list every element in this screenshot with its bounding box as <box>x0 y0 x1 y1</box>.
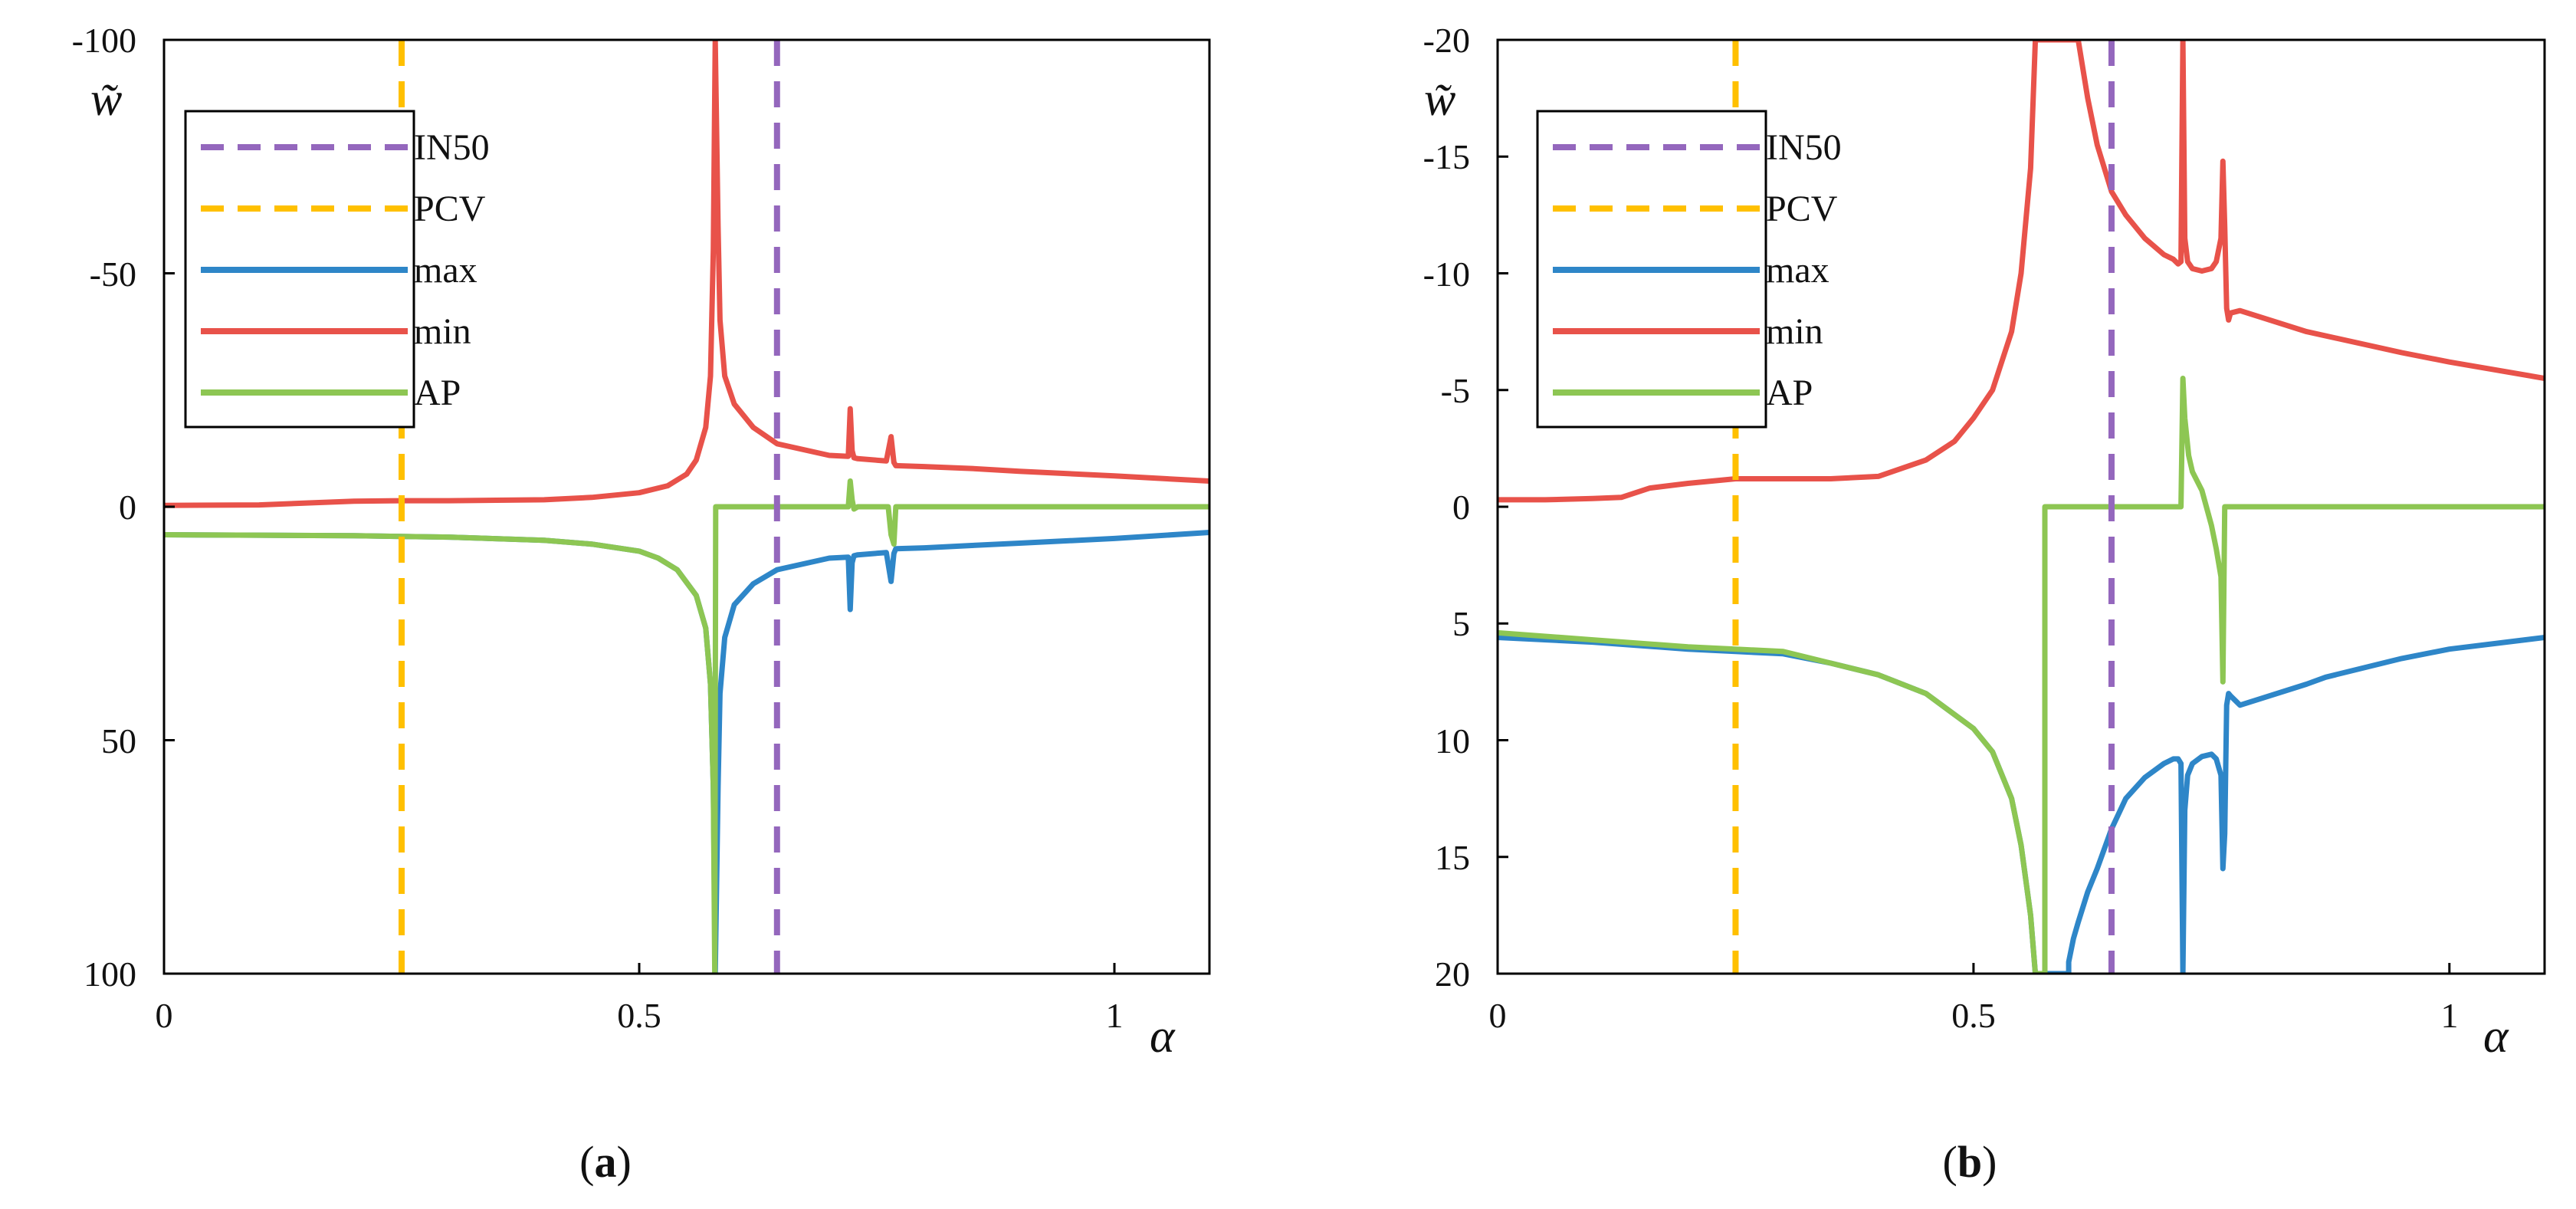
panel-a-y-tick-label: 50 <box>101 721 136 761</box>
panel-b-series-group <box>1498 40 2545 974</box>
panel-a-y-ticks: -100 -50 0 50 100 <box>72 21 136 994</box>
panel-b-x-axis-label: α <box>2483 1010 2509 1063</box>
panel-a-y-tick-label: -50 <box>90 255 136 294</box>
panel-b-legend-label-min: min <box>1766 311 1823 352</box>
panel-a-x-ticks: 0 0.5 1 <box>156 996 1124 1035</box>
panel-b-x-ticks: 0 0.5 1 <box>1489 996 2459 1035</box>
panel-a-series-max-line <box>164 530 1209 974</box>
panel-a-y-tick-label: -100 <box>72 21 136 60</box>
panel-b-legend-label-ap: AP <box>1766 373 1813 413</box>
panel-b-y-tick-label: -5 <box>1441 371 1470 410</box>
panel-a-y-axis-label: w̃ <box>90 74 122 126</box>
panel-b-y-tick-label: -20 <box>1423 21 1470 60</box>
panel-b-legend-label-max: max <box>1766 250 1829 291</box>
panel-b-series-layer <box>1498 40 2545 974</box>
panel-b-y-tick-label: 10 <box>1435 721 1470 761</box>
chart-panel-a: IN50 PCV max min AP -100 -50 0 50 100 0 … <box>72 21 1211 1187</box>
panel-b-series-ap-line <box>1498 376 2545 974</box>
panel-a-x-tick-label: 0.5 <box>617 996 661 1035</box>
panel-a-y-tick-label: 0 <box>119 488 136 527</box>
panel-b-y-tick-label: -15 <box>1423 137 1470 176</box>
panel-b-y-tick-label: 20 <box>1435 954 1470 994</box>
panel-a-x-tick-label: 0 <box>156 996 173 1035</box>
panel-b-y-tick-label: 5 <box>1452 604 1470 643</box>
panel-a-legend-label-pcv: PCV <box>414 189 486 229</box>
panel-b-y-axis-label: w̃ <box>1424 74 1455 126</box>
panel-b-series-min-line <box>1498 40 2545 503</box>
panel-a-caption: (a) <box>579 1137 632 1187</box>
panel-a-x-axis-label: α <box>1150 1010 1176 1063</box>
panel-a-series-group <box>164 40 1209 974</box>
panel-a-legend-label-min: min <box>414 311 471 352</box>
panel-a-x-tick-label: 1 <box>1106 996 1124 1035</box>
panel-a-series-min-line <box>164 40 1209 508</box>
panel-b-legend-label-in50: IN50 <box>1766 127 1842 168</box>
panel-a-tick-marks <box>162 38 1116 975</box>
panel-a-legend-label-max: max <box>414 250 477 291</box>
panel-a-series-layer <box>164 40 1209 974</box>
panel-b-x-tick-label: 1 <box>2441 996 2459 1035</box>
panel-b-y-tick-label: 15 <box>1435 838 1470 877</box>
panel-b-tick-marks <box>1496 38 2451 975</box>
panel-b-caption: (b) <box>1943 1137 1997 1187</box>
chart-panel-b: IN50 PCV max min AP -20 -15 -10 -5 0 5 1… <box>1423 21 2546 1187</box>
panel-b-x-tick-label: 0.5 <box>1951 996 1996 1035</box>
panel-a-legend: IN50 PCV max min AP <box>184 110 490 429</box>
panel-b-y-tick-label: -10 <box>1423 255 1470 294</box>
panel-b-y-ticks: -20 -15 -10 -5 0 5 10 15 20 <box>1423 21 1470 994</box>
panel-a-legend-label-in50: IN50 <box>414 127 490 168</box>
panel-a-legend-label-ap: AP <box>414 373 461 413</box>
panel-b-x-tick-label: 0 <box>1489 996 1507 1035</box>
panel-b-series-max-line <box>1498 635 2545 974</box>
panel-b-legend-label-pcv: PCV <box>1766 189 1838 229</box>
panel-a-y-tick-label: 100 <box>84 954 136 994</box>
panel-a-series-ap-line <box>164 478 1209 974</box>
panel-b-legend: IN50 PCV max min AP <box>1536 110 1842 429</box>
panel-b-y-tick-label: 0 <box>1452 488 1470 527</box>
